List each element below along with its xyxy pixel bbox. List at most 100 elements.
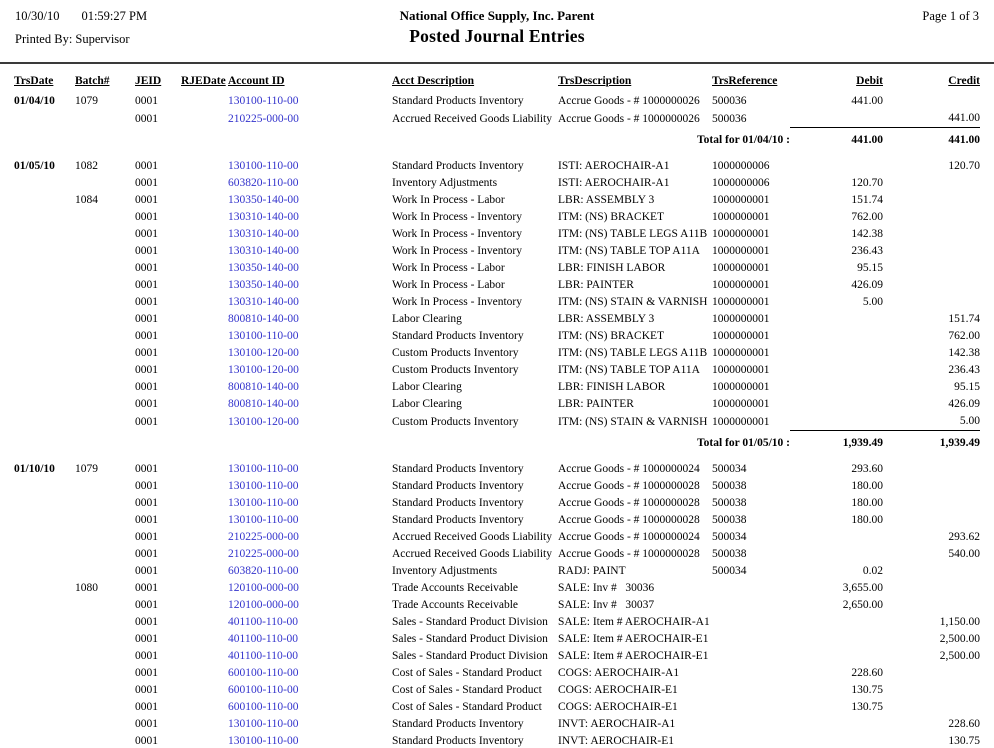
column-header-acct-description: Acct Description [392,68,558,93]
account-id-link[interactable]: 130100-120-00 [228,364,299,376]
account-id-link[interactable]: 130100-110-00 [228,735,299,747]
account-id-link[interactable]: 120100-000-00 [228,582,299,594]
account-id-link[interactable]: 130100-110-00 [228,330,299,342]
account-id-link[interactable]: 130100-120-00 [228,347,299,359]
printed-by-value: Supervisor [75,32,130,46]
cell-credit [883,682,980,699]
cell-acct_desc: Work In Process - Inventory [392,296,523,308]
total-debit: 441.00 [790,127,883,149]
account-id-link[interactable]: 401100-110-00 [228,616,299,628]
cell-rjedate [181,294,228,311]
cell-trs_desc: LBR: FINISH LABOR [558,381,666,393]
account-id-link[interactable]: 130310-140-00 [228,296,299,308]
cell-debit: 228.60 [851,667,883,679]
entry-row: 0001 401100-110-00 Sales - Standard Produc… [14,648,980,665]
cell-trsdate [14,413,75,431]
cell-trs_desc: SALE: Inv # 30036 [558,582,655,594]
entry-row: 0001 130310-140-00 Work In Process - Inven… [14,294,980,311]
cell-credit: 441.00 [948,112,980,124]
account-id-link[interactable]: 603820-110-00 [228,177,299,189]
cell-acct_desc: Custom Products Inventory [392,347,519,359]
account-id-link[interactable]: 130310-140-00 [228,228,299,240]
cell-debit: 762.00 [851,211,883,223]
account-id-link[interactable]: 600100-110-00 [228,701,299,713]
cell-batch: 1079 [75,95,98,107]
cell-jeid: 0001 [135,160,158,172]
account-id-link[interactable]: 800810-140-00 [228,398,299,410]
cell-trs_ref: 500034 [712,463,747,475]
cell-trs_desc: Accrue Goods - # 1000000028 [558,548,700,560]
account-id-link[interactable]: 130100-110-00 [228,160,299,172]
account-id-link[interactable]: 600100-110-00 [228,684,299,696]
cell-trsdate [14,277,75,294]
cell-batch [75,682,135,699]
account-id-link[interactable]: 130350-140-00 [228,262,299,274]
cell-credit [883,563,980,580]
cell-acct_desc: Standard Products Inventory [392,718,524,730]
cell-trs_desc: ISTI: AEROCHAIR-A1 [558,160,670,172]
account-id-link[interactable]: 800810-140-00 [228,381,299,393]
account-id-link[interactable]: 401100-110-00 [228,650,299,662]
cell-credit: 2,500.00 [939,633,980,645]
account-id-link[interactable]: 130310-140-00 [228,245,299,257]
cell-rjedate [181,733,228,748]
journal-entries-table: TrsDate Batch# JEID RJEDate Account ID Acct D… [14,68,980,748]
cell-trs_desc: ITM: (NS) TABLE TOP A11A [558,364,700,376]
printed-by-label: Printed By: [15,32,73,46]
cell-batch: 1082 [75,160,98,172]
account-id-link[interactable]: 130100-110-00 [228,497,299,509]
print-time: 01:59:27 PM [81,9,148,23]
cell-debit [790,546,883,563]
account-id-link[interactable]: 130310-140-00 [228,211,299,223]
cell-credit [883,277,980,294]
column-header-trsreference: TrsReference [712,68,790,93]
cell-trs_desc: SALE: Item # AEROCHAIR-A1 [558,616,710,628]
account-id-link[interactable]: 401100-110-00 [228,633,299,645]
entry-row: 0001 800810-140-00 Labor Clearing LBR: ASSE… [14,311,980,328]
cell-acct_desc: Work In Process - Labor [392,279,505,291]
cell-credit [883,192,980,209]
account-id-link[interactable]: 130350-140-00 [228,279,299,291]
column-header-trsdate: TrsDate [14,68,75,93]
cell-trs_ref [712,716,790,733]
account-id-link[interactable]: 800810-140-00 [228,313,299,325]
cell-jeid: 0001 [135,599,158,611]
cell-batch [75,546,135,563]
cell-batch [75,478,135,495]
cell-credit: 142.38 [948,347,980,359]
account-id-link[interactable]: 130100-110-00 [228,718,299,730]
cell-debit: 180.00 [851,480,883,492]
cell-credit [883,699,980,716]
account-id-link[interactable]: 130100-110-00 [228,95,299,107]
entry-row: 01/05/10 1082 0001 130100-110-00 Standard Pr… [14,158,980,175]
cell-trsdate [14,512,75,529]
cell-trs_ref: 500038 [712,514,747,526]
cell-debit [790,110,883,128]
cell-batch [75,260,135,277]
account-id-link[interactable]: 210225-000-00 [228,548,299,560]
account-id-link[interactable]: 120100-000-00 [228,599,299,611]
account-id-link[interactable]: 603820-110-00 [228,565,299,577]
account-id-link[interactable]: 600100-110-00 [228,667,299,679]
column-header-label: Acct Description [392,75,475,87]
cell-acct_desc: Accrued Received Goods Liability [392,112,552,125]
account-id-link[interactable]: 210225-000-00 [228,531,299,543]
account-id-link[interactable]: 210225-000-00 [228,112,299,125]
cell-acct_desc: Labor Clearing [392,398,462,410]
cell-trs_desc: INVT: AEROCHAIR-E1 [558,735,675,747]
cell-trs_desc: COGS: AEROCHAIR-E1 [558,684,678,696]
entry-row: 0001 210225-000-00 Accrued Received Goods … [14,529,980,546]
cell-batch [75,277,135,294]
cell-debit [790,716,883,733]
account-id-link[interactable]: 130100-120-00 [228,415,299,428]
cell-debit: 120.70 [851,177,883,189]
account-id-link[interactable]: 130100-110-00 [228,514,299,526]
cell-batch [75,597,135,614]
account-id-link[interactable]: 130100-110-00 [228,463,299,475]
account-id-link[interactable]: 130350-140-00 [228,194,299,206]
account-id-link[interactable]: 130100-110-00 [228,480,299,492]
cell-trs_desc: SALE: Inv # 30037 [558,599,655,611]
cell-trsdate [14,699,75,716]
cell-debit: 3,655.00 [842,582,883,594]
cell-trs_ref: 1000000006 [712,177,770,189]
